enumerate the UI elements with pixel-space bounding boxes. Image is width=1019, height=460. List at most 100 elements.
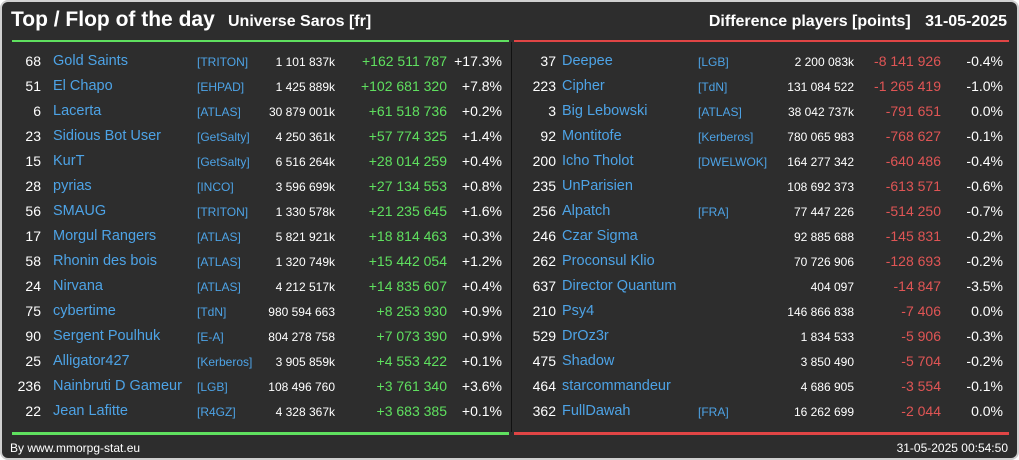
player-name-link[interactable]: Deepee — [562, 53, 613, 69]
difference-cell: -640 486 — [885, 153, 941, 169]
player-name-link[interactable]: DrOz3r — [562, 328, 609, 344]
player-name-link[interactable]: Rhonin des bois — [53, 253, 157, 269]
difference-cell: -14 847 — [893, 278, 941, 294]
player-name-link[interactable]: Alligator427 — [53, 353, 130, 369]
player-name-link[interactable]: UnParisien — [562, 178, 633, 194]
player-name-link[interactable]: Psy4 — [562, 303, 595, 319]
player-name-link[interactable]: Cipher — [562, 78, 605, 94]
rank-cell: 200 — [532, 153, 556, 169]
rank-cell: 23 — [25, 128, 41, 144]
difference-cell: +7 073 390 — [376, 328, 447, 344]
alliance-tag-link[interactable]: [ATLAS] — [698, 105, 742, 119]
percent-cell: +0.3% — [461, 228, 502, 244]
difference-cell: -5 704 — [901, 353, 941, 369]
player-name-link[interactable]: Nainbruti D Gameur — [53, 378, 182, 394]
points-cell: 4 250 361k — [275, 130, 335, 144]
alliance-tag-link[interactable]: [Kerberos] — [698, 130, 754, 144]
alliance-tag-link[interactable]: [EHPAD] — [197, 80, 245, 94]
percent-cell: +1.6% — [461, 203, 502, 219]
difference-cell: -791 651 — [885, 103, 941, 119]
percent-cell: -3.5% — [966, 278, 1003, 294]
top-row: 28 pyrias [INCO] 3 596 699k +27 134 553 +0.8% — [2, 174, 511, 199]
player-name-link[interactable]: Morgul Rangers — [53, 228, 157, 244]
flop-row: 529 DrOz3r 1 834 533 -5 906 -0.3% — [512, 324, 1017, 349]
percent-cell: -1.0% — [966, 78, 1003, 94]
player-name-link[interactable]: starcommandeur — [562, 378, 671, 394]
top-row: 17 Morgul Rangers [ATLAS] 5 821 921k +18 814… — [2, 224, 511, 249]
alliance-tag-link[interactable]: [E-A] — [197, 330, 224, 344]
player-name-link[interactable]: Gold Saints — [53, 53, 128, 69]
player-name-link[interactable]: Montitofe — [562, 128, 622, 144]
rank-cell: 256 — [532, 203, 556, 219]
rank-cell: 246 — [532, 228, 556, 244]
rank-cell: 475 — [532, 353, 556, 369]
points-cell: 164 277 342 — [787, 155, 854, 169]
player-name-link[interactable]: Proconsul Klio — [562, 253, 655, 269]
difference-cell: +28 014 259 — [368, 153, 447, 169]
difference-cell: -5 906 — [901, 328, 941, 344]
source-link[interactable]: By www.mmorpg-stat.eu — [10, 441, 141, 455]
player-name-link[interactable]: Nirvana — [53, 278, 103, 294]
percent-cell: +7.8% — [461, 78, 502, 94]
points-cell: 980 594 663 — [268, 305, 335, 319]
alliance-tag-link[interactable]: [TdN] — [197, 305, 227, 319]
flop-accent-line — [514, 40, 1009, 42]
top-row: 51 El Chapo [EHPAD] 1 425 889k +102 681 320 +… — [2, 74, 511, 99]
player-name-link[interactable]: Sergent Poulhuk — [53, 328, 161, 344]
points-cell: 1 425 889k — [275, 80, 335, 94]
player-name-link[interactable]: Big Lebowski — [562, 103, 648, 119]
top-row: 90 Sergent Poulhuk [E-A] 804 278 758 +7 073 … — [2, 324, 511, 349]
flop-row: 3 Big Lebowski [ATLAS] 38 042 737k -791 651 0… — [512, 99, 1017, 124]
alliance-tag-link[interactable]: [TdN] — [698, 80, 728, 94]
player-name-link[interactable]: Alpatch — [562, 203, 611, 219]
difference-cell: +14 835 607 — [368, 278, 447, 294]
player-name-link[interactable]: Director Quantum — [562, 278, 677, 294]
points-cell: 30 879 001k — [268, 105, 335, 119]
top-row: 25 Alligator427 [Kerberos] 3 905 859k +4 553… — [2, 349, 511, 374]
points-cell: 38 042 737k — [787, 105, 854, 119]
percent-cell: -0.6% — [966, 178, 1003, 194]
player-name-link[interactable]: Icho Tholot — [562, 153, 634, 169]
player-name-link[interactable]: KurT — [53, 153, 85, 169]
alliance-tag-link[interactable]: [FRA] — [698, 405, 729, 419]
player-name-link[interactable]: SMAUG — [53, 203, 107, 219]
rank-cell: 58 — [25, 253, 41, 269]
top-row: 23 Sidious Bot User [GetSalty] 4 250 361k +5… — [2, 124, 511, 149]
alliance-tag-link[interactable]: [GetSalty] — [197, 155, 250, 169]
flop-row: 210 Psy4 146 866 838 -7 406 0.0% — [512, 299, 1017, 324]
alliance-tag-link[interactable]: [ATLAS] — [197, 230, 241, 244]
points-cell: 131 084 522 — [787, 80, 854, 94]
alliance-tag-link[interactable]: [TRITON] — [197, 205, 249, 219]
rank-cell: 68 — [25, 53, 41, 69]
difference-cell: +3 683 385 — [376, 403, 447, 419]
alliance-tag-link[interactable]: [LGB] — [698, 55, 729, 69]
alliance-tag-link[interactable]: [GetSalty] — [197, 130, 250, 144]
alliance-tag-link[interactable]: [INCO] — [197, 180, 234, 194]
alliance-tag-link[interactable]: [R4GZ] — [197, 405, 236, 419]
player-name-link[interactable]: Sidious Bot User — [53, 128, 161, 144]
player-name-link[interactable]: pyrias — [53, 178, 92, 194]
player-name-link[interactable]: El Chapo — [53, 78, 113, 94]
player-name-link[interactable]: Shadow — [562, 353, 615, 369]
alliance-tag-link[interactable]: [LGB] — [197, 380, 228, 394]
difference-cell: -613 571 — [885, 178, 941, 194]
player-name-link[interactable]: Lacerta — [53, 103, 102, 119]
points-cell: 780 065 983 — [787, 130, 854, 144]
alliance-tag-link[interactable]: [DWELWOK] — [698, 155, 768, 169]
percent-cell: +0.2% — [461, 103, 502, 119]
player-name-link[interactable]: cybertime — [53, 303, 116, 319]
alliance-tag-link[interactable]: [TRITON] — [197, 55, 249, 69]
player-name-link[interactable]: Jean Lafitte — [53, 403, 128, 419]
alliance-tag-link[interactable]: [Kerberos] — [197, 355, 253, 369]
alliance-tag-link[interactable]: [ATLAS] — [197, 105, 241, 119]
difference-cell: +18 814 463 — [368, 228, 447, 244]
player-name-link[interactable]: FullDawah — [562, 403, 631, 419]
percent-cell: 0.0% — [971, 403, 1003, 419]
alliance-tag-link[interactable]: [ATLAS] — [197, 280, 241, 294]
percent-cell: +1.2% — [461, 253, 502, 269]
player-name-link[interactable]: Czar Sigma — [562, 228, 638, 244]
alliance-tag-link[interactable]: [ATLAS] — [197, 255, 241, 269]
points-cell: 1 320 749k — [275, 255, 335, 269]
alliance-tag-link[interactable]: [FRA] — [698, 205, 729, 219]
